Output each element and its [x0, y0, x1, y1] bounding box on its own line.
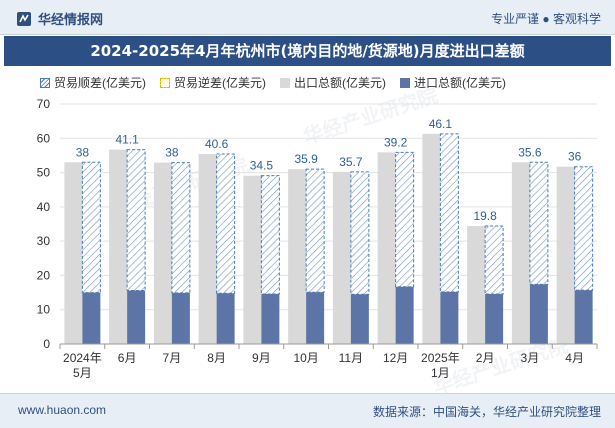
- surplus-data-label: 35.9: [294, 152, 318, 166]
- surplus-data-label: 39.2: [384, 135, 408, 149]
- legend-label-deficit: 贸易逆差(亿美元): [174, 76, 266, 90]
- surplus-bar: [260, 175, 280, 295]
- legend-swatch-import: [400, 77, 410, 88]
- import-bar: [350, 294, 369, 344]
- x-tick-label: 7月: [163, 351, 182, 365]
- y-tick-label: 40: [37, 200, 51, 214]
- surplus-data-label: 36: [568, 150, 582, 164]
- y-tick-label: 30: [37, 234, 51, 248]
- import-bar: [171, 292, 190, 344]
- import-bar: [306, 292, 325, 344]
- surplus-bar: [439, 133, 459, 293]
- legend-swatch-export: [280, 77, 290, 88]
- y-tick-label: 60: [37, 131, 51, 145]
- x-tick-label: 2025年: [421, 351, 460, 365]
- export-bar: [64, 162, 83, 344]
- footer: www.huaon.com 数据来源：中国海关，华经产业研究院整理: [0, 393, 615, 428]
- legend-label-import: 进口总额(亿美元): [414, 76, 506, 90]
- surplus-bar: [395, 151, 415, 288]
- surplus-data-label: 40.6: [205, 137, 229, 151]
- legend-item-deficit[interactable]: 贸易逆差(亿美元): [160, 74, 266, 91]
- footer-source: 数据来源：中国海关，华经产业研究院整理: [372, 405, 601, 419]
- legend-swatch-deficit: [160, 77, 170, 88]
- export-bar: [288, 169, 307, 344]
- legend-label-surplus: 贸易顺差(亿美元): [54, 76, 146, 90]
- surplus-data-label: 38: [165, 146, 179, 160]
- surplus-bar: [126, 149, 146, 292]
- top-banner: 华经情报网 专业严谨 ● 客观科学: [0, 0, 615, 35]
- export-bar: [332, 171, 351, 344]
- x-tick-label: 8月: [207, 351, 226, 365]
- y-tick-label: 50: [37, 166, 51, 180]
- export-bar: [109, 149, 128, 344]
- surplus-data-label: 41.1: [115, 133, 139, 147]
- y-tick-label: 10: [37, 303, 51, 317]
- x-tick-label: 12月: [383, 351, 408, 365]
- chart-title: 2024-2025年4月年杭州市(境内目的地/货源地)月度进出口差额: [4, 36, 611, 66]
- surplus-bar: [574, 166, 594, 291]
- surplus-bar: [81, 161, 101, 294]
- legend-item-import[interactable]: 进口总额(亿美元): [400, 74, 506, 91]
- surplus-bar: [484, 225, 504, 295]
- surplus-data-label: 38: [76, 145, 90, 159]
- x-tick-label: 1月: [431, 366, 450, 380]
- surplus-bar: [305, 168, 325, 293]
- x-tick-label: 10月: [293, 351, 318, 365]
- export-bar: [556, 166, 575, 344]
- export-bar: [243, 175, 262, 344]
- import-bar: [261, 293, 280, 344]
- surplus-data-label: 35.7: [339, 155, 363, 169]
- import-bar: [440, 291, 459, 344]
- x-tick-label: 2月: [476, 351, 495, 365]
- surplus-data-label: 34.5: [250, 159, 274, 173]
- brand-logo-icon: [17, 11, 31, 26]
- x-tick-label: 5月: [73, 366, 92, 380]
- y-tick-label: 20: [37, 268, 51, 282]
- import-bar: [82, 292, 101, 344]
- legend-item-export[interactable]: 出口总额(亿美元): [280, 74, 386, 91]
- brand[interactable]: 华经情报网: [16, 9, 103, 28]
- export-bar: [377, 152, 396, 344]
- footer-site-link[interactable]: www.huaon.com: [18, 403, 107, 417]
- import-bar: [485, 293, 504, 344]
- x-tick-label: 4月: [565, 351, 584, 365]
- x-tick-label: 6月: [118, 351, 137, 365]
- export-bar: [422, 133, 441, 344]
- surplus-bar: [171, 162, 191, 294]
- tagline: 专业严谨 ● 客观科学: [491, 12, 601, 26]
- import-bar: [529, 284, 548, 344]
- chart-legend: 贸易顺差(亿美元) 贸易逆差(亿美元) 出口总额(亿美元) 进口总额(亿美元): [40, 74, 506, 91]
- import-bar: [574, 290, 593, 344]
- export-bar: [511, 162, 530, 344]
- x-tick-label: 2024年: [63, 351, 102, 365]
- surplus-bar: [529, 161, 549, 285]
- surplus-bar: [216, 153, 236, 294]
- legend-swatch-surplus: [40, 77, 50, 88]
- surplus-data-label: 19.8: [473, 209, 497, 223]
- legend-label-export: 出口总额(亿美元): [294, 76, 386, 90]
- import-bar: [216, 293, 235, 344]
- y-tick-label: 0: [43, 337, 50, 351]
- import-bar: [395, 286, 414, 344]
- brand-name: 华经情报网: [38, 12, 104, 27]
- surplus-bar: [350, 171, 370, 295]
- x-tick-label: 11月: [339, 351, 363, 365]
- export-bar: [198, 154, 217, 344]
- export-bar: [467, 226, 486, 344]
- x-tick-label: 3月: [521, 351, 540, 365]
- surplus-data-label: 46.1: [429, 117, 453, 131]
- export-bar: [153, 162, 172, 344]
- surplus-data-label: 35.6: [518, 145, 542, 159]
- import-bar: [127, 290, 146, 344]
- legend-item-surplus[interactable]: 贸易顺差(亿美元): [40, 74, 146, 91]
- x-tick-label: 9月: [252, 351, 271, 365]
- y-tick-label: 70: [37, 97, 51, 111]
